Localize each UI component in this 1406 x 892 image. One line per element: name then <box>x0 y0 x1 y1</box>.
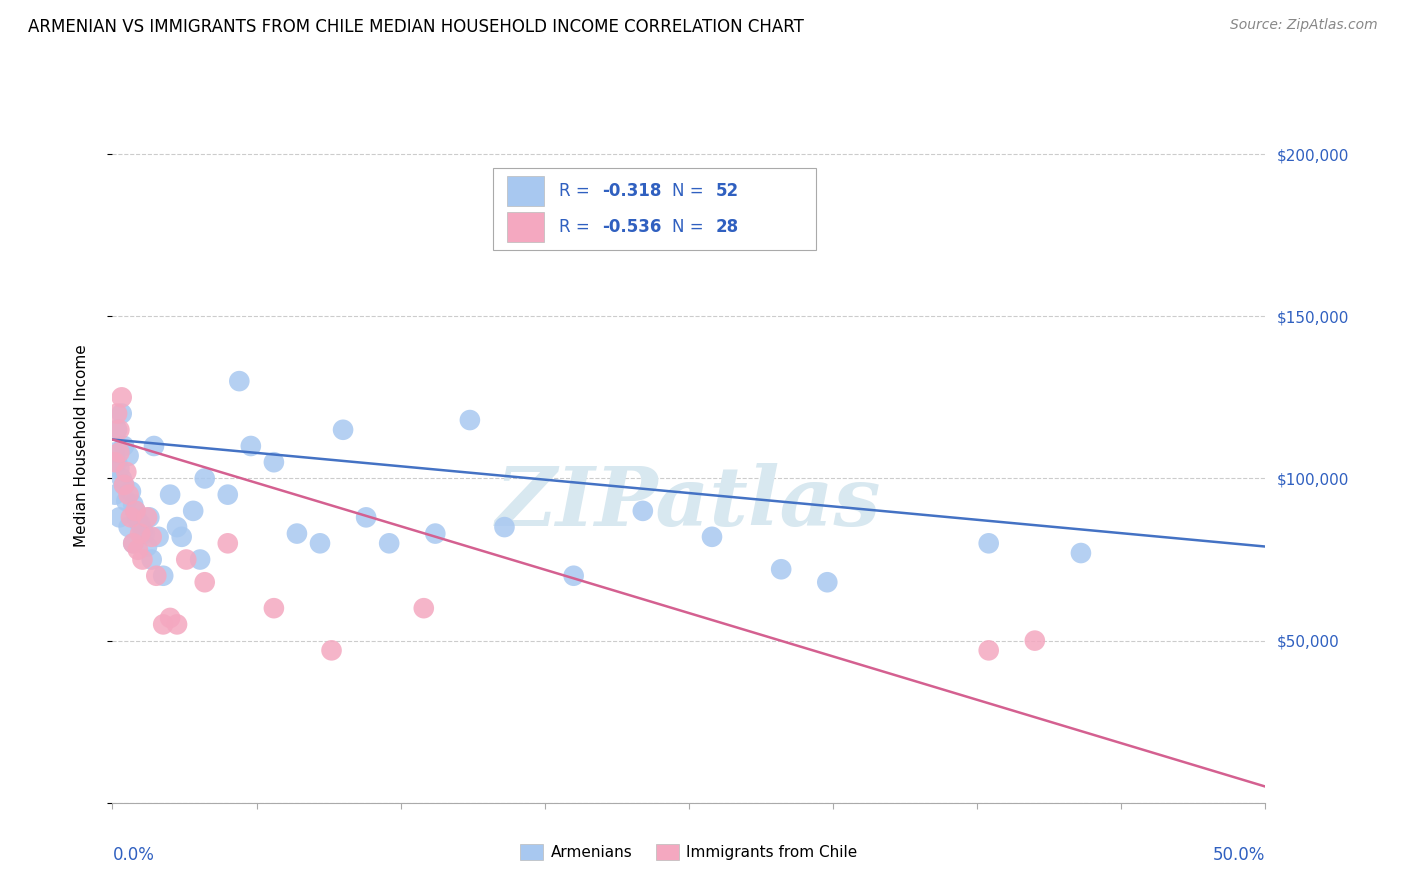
Point <box>104 488 127 502</box>
Point <box>228 374 250 388</box>
Point <box>143 439 166 453</box>
Point <box>117 520 139 534</box>
Point <box>977 643 1000 657</box>
Point <box>562 568 585 582</box>
Point <box>108 461 131 475</box>
Point <box>770 562 793 576</box>
Point <box>217 536 239 550</box>
Point <box>378 536 401 550</box>
Point <box>104 445 127 459</box>
Point <box>494 520 516 534</box>
Bar <box>506 211 544 242</box>
Point <box>141 552 163 566</box>
Point <box>105 407 128 421</box>
Point <box>1024 633 1046 648</box>
Point <box>131 524 153 538</box>
Point <box>1070 546 1092 560</box>
Point <box>181 504 204 518</box>
Point <box>105 423 128 437</box>
Point <box>354 510 377 524</box>
Point <box>285 526 308 541</box>
Point <box>170 530 193 544</box>
Point <box>159 611 181 625</box>
Point <box>148 530 170 544</box>
Point <box>127 542 149 557</box>
Point <box>977 536 1000 550</box>
Text: Source: ZipAtlas.com: Source: ZipAtlas.com <box>1230 18 1378 32</box>
Point <box>136 540 159 554</box>
Text: -0.318: -0.318 <box>603 182 662 200</box>
Point <box>631 504 654 518</box>
Point <box>159 488 181 502</box>
Point <box>141 530 163 544</box>
Point <box>127 514 149 528</box>
Point <box>263 455 285 469</box>
Text: ZIPatlas: ZIPatlas <box>496 463 882 543</box>
Point <box>239 439 262 453</box>
Text: 50.0%: 50.0% <box>1213 846 1265 863</box>
Point <box>124 504 146 518</box>
Text: ARMENIAN VS IMMIGRANTS FROM CHILE MEDIAN HOUSEHOLD INCOME CORRELATION CHART: ARMENIAN VS IMMIGRANTS FROM CHILE MEDIAN… <box>28 18 804 36</box>
Point <box>321 643 343 657</box>
Point <box>152 568 174 582</box>
Bar <box>506 176 544 206</box>
Point <box>108 510 131 524</box>
Point <box>138 510 160 524</box>
Text: N =: N = <box>672 182 709 200</box>
Point <box>124 504 146 518</box>
Point <box>117 488 139 502</box>
Text: 0.0%: 0.0% <box>112 846 155 863</box>
Point <box>309 536 332 550</box>
Point <box>194 471 217 485</box>
FancyBboxPatch shape <box>494 168 815 250</box>
Point <box>136 510 159 524</box>
Point <box>108 423 131 437</box>
Point <box>111 471 134 485</box>
Point <box>122 536 145 550</box>
Point <box>115 465 138 479</box>
Text: 28: 28 <box>716 218 738 235</box>
Point <box>166 520 188 534</box>
Point <box>112 439 135 453</box>
Point <box>131 552 153 566</box>
Text: 52: 52 <box>716 182 738 200</box>
Point <box>108 445 131 459</box>
Legend: Armenians, Immigrants from Chile: Armenians, Immigrants from Chile <box>515 838 863 866</box>
Point <box>104 455 127 469</box>
Y-axis label: Median Household Income: Median Household Income <box>75 344 89 548</box>
Text: N =: N = <box>672 218 709 235</box>
Point <box>458 413 481 427</box>
Point <box>152 617 174 632</box>
Point <box>120 510 142 524</box>
Point <box>122 497 145 511</box>
Point <box>111 407 134 421</box>
Point <box>188 552 211 566</box>
Point <box>111 390 134 404</box>
Text: R =: R = <box>558 218 595 235</box>
Point <box>117 449 139 463</box>
Point <box>166 617 188 632</box>
Point <box>815 575 838 590</box>
Point <box>412 601 434 615</box>
Point <box>112 478 135 492</box>
Point <box>425 526 447 541</box>
Point <box>134 526 156 541</box>
Point <box>263 601 285 615</box>
Point <box>115 494 138 508</box>
Point <box>129 516 152 531</box>
Point <box>332 423 354 437</box>
Point <box>174 552 197 566</box>
Text: -0.536: -0.536 <box>603 218 662 235</box>
Point <box>105 455 128 469</box>
Point <box>194 575 217 590</box>
Point <box>122 536 145 550</box>
Point <box>120 484 142 499</box>
Point <box>217 488 239 502</box>
Point <box>145 568 167 582</box>
Point <box>700 530 723 544</box>
Point <box>112 478 135 492</box>
Point <box>129 526 152 541</box>
Text: R =: R = <box>558 182 595 200</box>
